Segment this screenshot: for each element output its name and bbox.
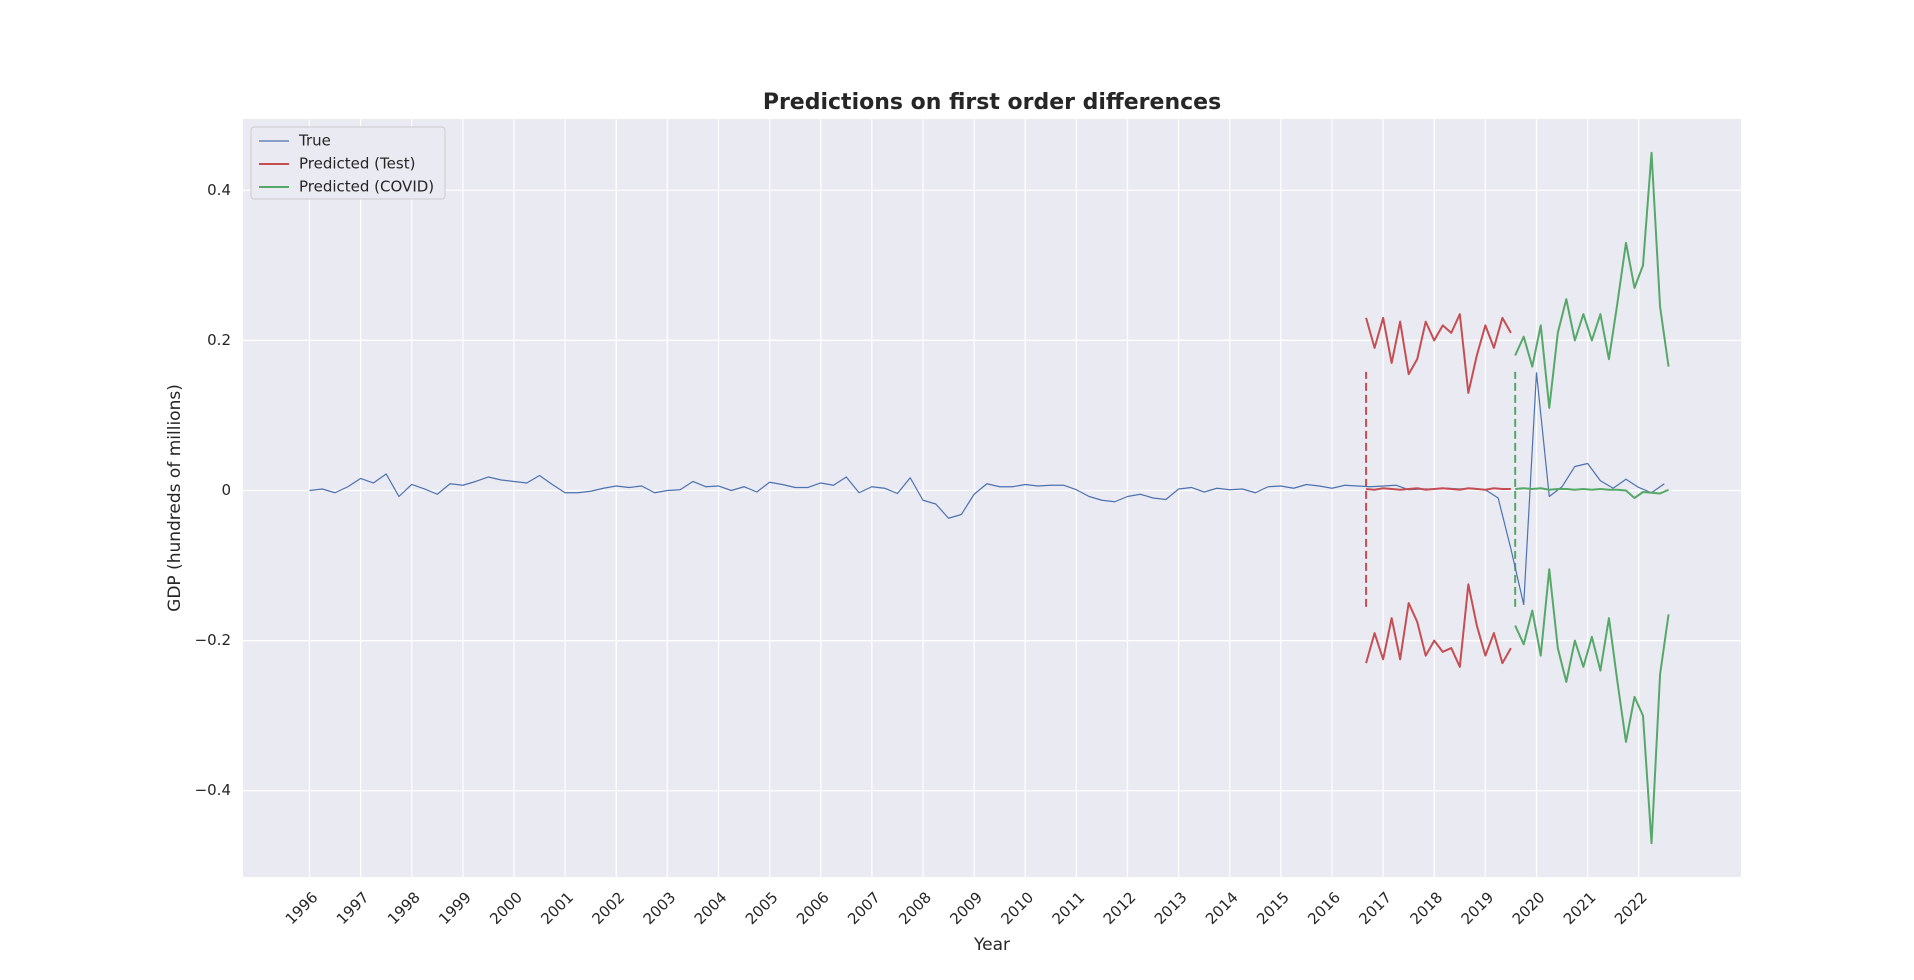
x-tick-label: 1996: [282, 888, 322, 928]
x-tick-label: 1998: [384, 888, 424, 928]
y-tick-label: −0.4: [195, 781, 231, 799]
legend-label: True: [298, 132, 331, 150]
x-tick-label: 2010: [998, 888, 1038, 928]
lower-bound-line: [1365, 583, 1512, 668]
legend-box: [250, 126, 446, 200]
grid: [243, 119, 1741, 877]
legend-label: Predicted (Test): [299, 155, 415, 173]
x-tick-label: 2001: [537, 888, 577, 928]
chart-title: Predictions on first order differences: [763, 90, 1221, 115]
x-tick-label: 2022: [1611, 888, 1651, 928]
x-tick-label: 2008: [895, 888, 935, 928]
lower-bound-line: [1514, 568, 1670, 845]
x-tick-label: 2009: [946, 888, 986, 928]
marks: [309, 151, 1670, 845]
upper-bound-line: [1514, 151, 1670, 409]
y-tick-label: −0.2: [195, 631, 231, 649]
x-tick-label: 2020: [1509, 888, 1549, 928]
x-tick-label: 2011: [1049, 888, 1089, 928]
x-tick-label: 2006: [793, 888, 833, 928]
x-tick-label: 2016: [1304, 888, 1344, 928]
x-tick-label: 2012: [1100, 888, 1140, 928]
x-tick-label: 2017: [1355, 888, 1395, 928]
x-tick-label: 2018: [1407, 888, 1447, 928]
y-tick-label: 0.4: [207, 181, 231, 199]
x-tick-label: 1999: [435, 888, 475, 928]
x-tick-label: 2013: [1151, 888, 1191, 928]
x-axis-label: Year: [973, 935, 1010, 955]
x-tick-label: 2014: [1202, 888, 1242, 928]
series-line: [1515, 487, 1669, 499]
upper-bound-line: [1365, 313, 1512, 394]
x-tick-label: 2015: [1253, 888, 1293, 928]
x-tick-label: 2002: [589, 888, 629, 928]
y-axis-label: GDP (hundreds of millions): [165, 384, 185, 612]
x-tick-label: 2004: [691, 888, 731, 928]
x-tick-label: 2005: [742, 888, 782, 928]
x-tick-label: 1997: [333, 888, 373, 928]
y-tick-label: 0.2: [207, 331, 231, 349]
plot-area: [243, 119, 1741, 877]
x-tick-label: 2021: [1560, 888, 1600, 928]
x-tick-label: 2000: [486, 888, 526, 928]
y-tick-label: 0: [221, 481, 231, 499]
legend-label: Predicted (COVID): [299, 178, 434, 196]
x-tick-label: 2003: [640, 888, 680, 928]
series-line: [1366, 487, 1511, 491]
x-tick-label: 2019: [1458, 888, 1498, 928]
x-tick-label: 2007: [844, 888, 884, 928]
legend: True Predicted (Test) Predicted (COVID): [250, 126, 446, 200]
